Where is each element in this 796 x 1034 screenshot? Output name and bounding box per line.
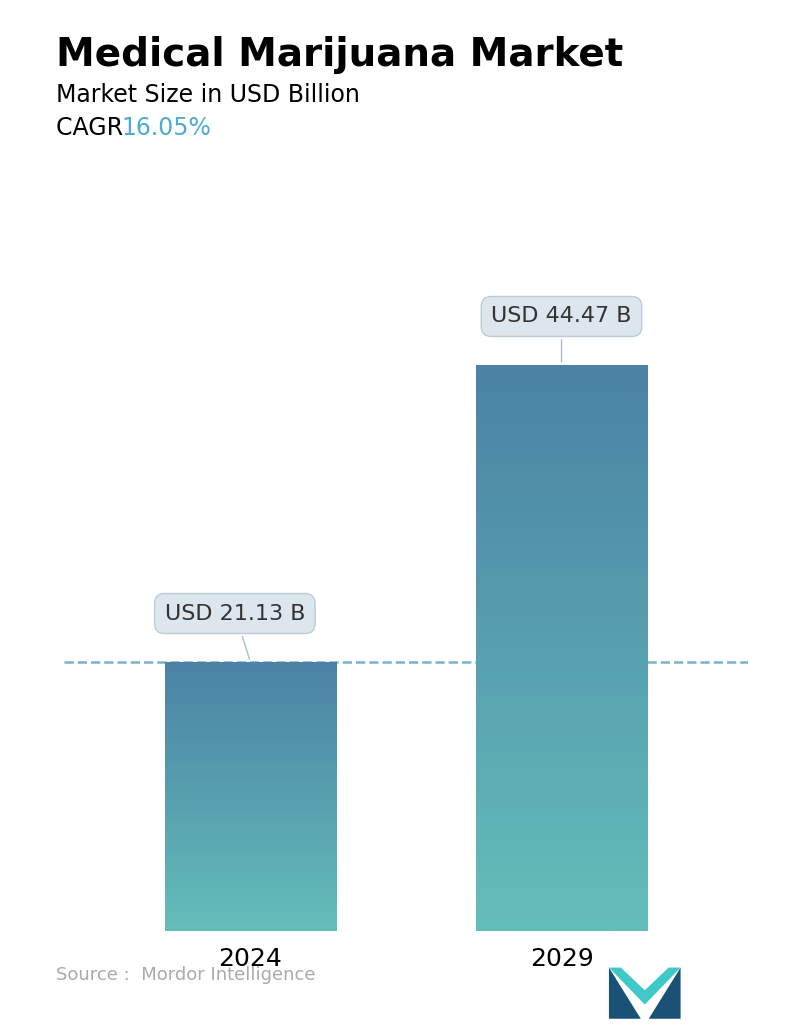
Polygon shape	[649, 968, 681, 1018]
Polygon shape	[609, 968, 641, 1018]
Text: 16.05%: 16.05%	[121, 116, 211, 140]
Text: CAGR: CAGR	[56, 116, 138, 140]
Text: USD 44.47 B: USD 44.47 B	[491, 306, 632, 362]
Text: Market Size in USD Billion: Market Size in USD Billion	[56, 83, 360, 107]
Text: USD 21.13 B: USD 21.13 B	[165, 604, 305, 659]
Text: Source :  Mordor Intelligence: Source : Mordor Intelligence	[56, 967, 315, 984]
Polygon shape	[609, 968, 681, 1005]
Text: Medical Marijuana Market: Medical Marijuana Market	[56, 36, 623, 74]
